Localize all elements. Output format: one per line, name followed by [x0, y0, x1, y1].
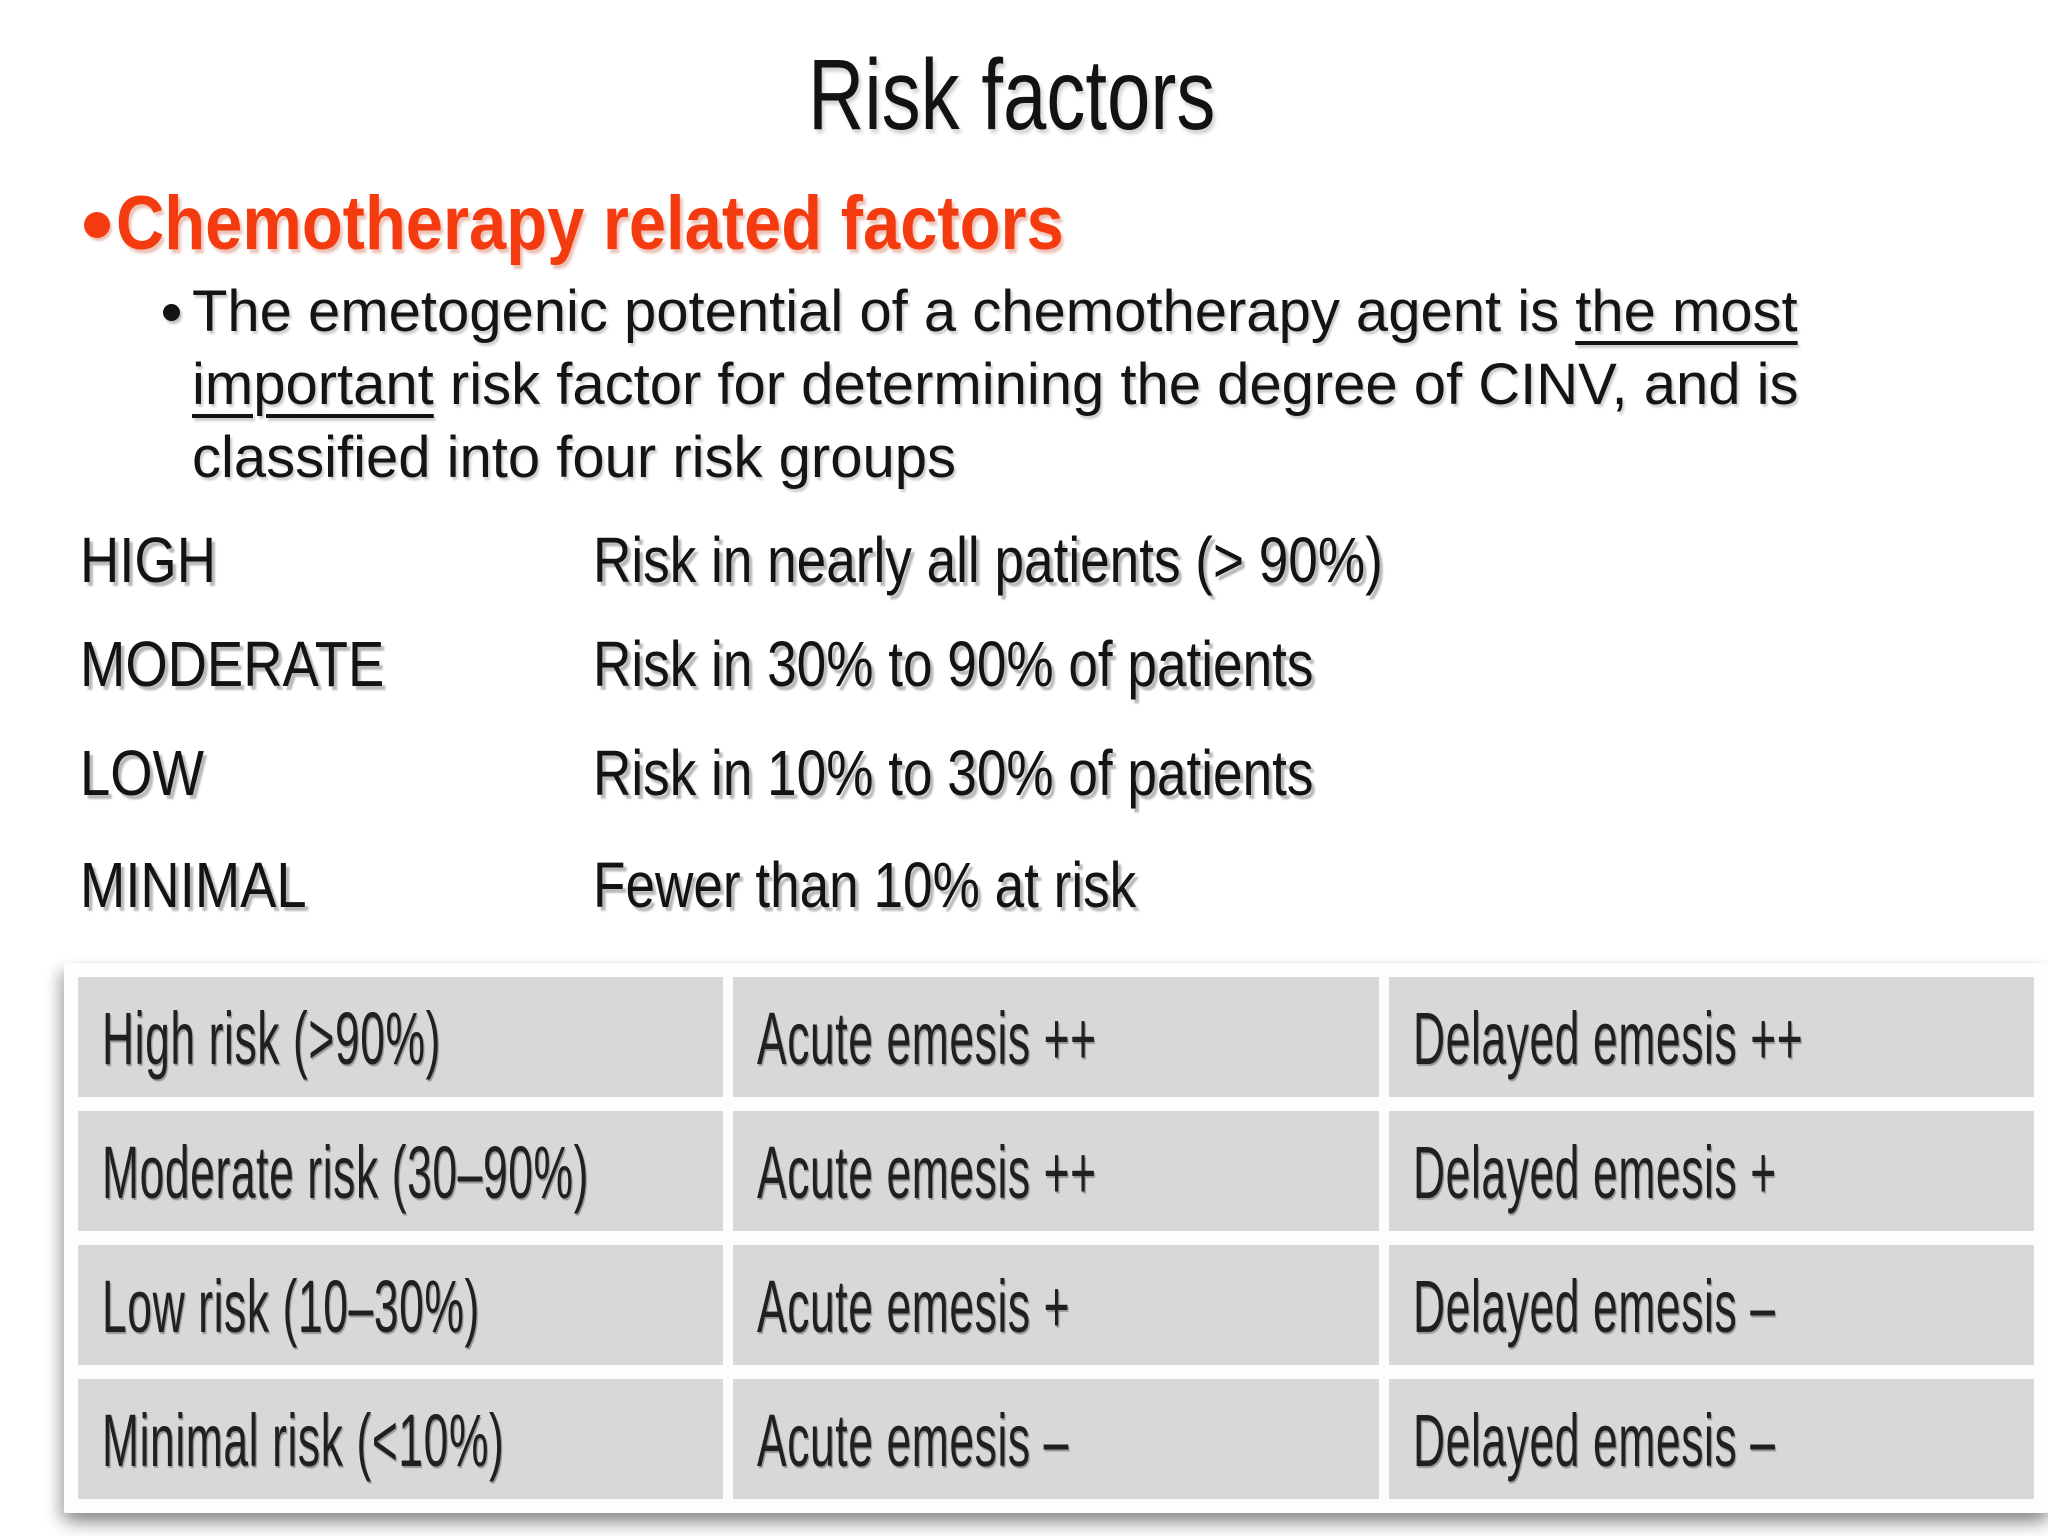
table-cell: Delayed emesis ++ — [1388, 977, 2034, 1097]
body-paragraph: The emetogenic potential of a chemothera… — [192, 275, 2012, 494]
paragraph-text: The emetogenic potential of a chemothera… — [192, 279, 1576, 344]
table-cell-text: High risk (>90%) — [102, 997, 442, 1080]
table-cell-text: Low risk (10–30%) — [102, 1265, 480, 1348]
table-cell: High risk (>90%) — [78, 977, 724, 1097]
table-cell: Acute emesis + — [733, 1245, 1379, 1365]
table-cell-text: Acute emesis ++ — [757, 1131, 1098, 1214]
table-cell-text: Minimal risk (<10%) — [102, 1399, 505, 1482]
table-cell-text: Delayed emesis + — [1412, 1131, 1777, 1214]
underlined-text: important — [192, 352, 434, 417]
table-cell-text: Delayed emesis ++ — [1412, 997, 1803, 1080]
risk-level-description: Risk in nearly all patients (> 90%) — [593, 524, 1383, 596]
paragraph-text: classified into four risk groups — [192, 425, 956, 490]
risk-level-label: MODERATE — [80, 628, 385, 700]
risk-level-row: MODERATE Risk in 30% to 90% of patients — [0, 629, 2048, 699]
risk-level-label: LOW — [80, 737, 204, 809]
table-cell-text: Acute emesis + — [757, 1265, 1071, 1348]
risk-level-row: LOW Risk in 10% to 30% of patients — [0, 738, 2048, 808]
risk-level-row: HIGH Risk in nearly all patients (> 90%) — [0, 525, 2048, 595]
table-cell: Delayed emesis + — [1388, 1111, 2034, 1231]
risk-level-description: Risk in 30% to 90% of patients — [593, 628, 1314, 700]
page-title: Risk factors — [808, 39, 1216, 151]
table-cell: Acute emesis – — [733, 1379, 1379, 1499]
emetogenic-risk-table: High risk (>90%) Acute emesis ++ Delayed… — [64, 963, 2048, 1513]
table-cell: Low risk (10–30%) — [78, 1245, 724, 1365]
paragraph-line-2: important risk factor for determining th… — [192, 348, 2012, 421]
table-cell-text: Moderate risk (30–90%) — [102, 1131, 590, 1214]
risk-level-label: MINIMAL — [80, 849, 307, 921]
table-cell: Delayed emesis – — [1388, 1379, 2034, 1499]
table-cell-text: Acute emesis ++ — [757, 997, 1098, 1080]
bullet-icon — [84, 212, 110, 238]
table-cell-text: Acute emesis – — [757, 1399, 1070, 1482]
underlined-text: the most — [1575, 279, 1798, 344]
paragraph-line-1: The emetogenic potential of a chemothera… — [192, 275, 2012, 348]
table-cell: Acute emesis ++ — [733, 1111, 1379, 1231]
paragraph-line-3: classified into four risk groups — [192, 421, 2012, 494]
sub-bullet-icon — [163, 304, 180, 321]
risk-level-description: Risk in 10% to 30% of patients — [593, 737, 1314, 809]
table-cell-text: Delayed emesis – — [1412, 1265, 1776, 1348]
risk-level-label: HIGH — [80, 524, 216, 596]
table-cell: Delayed emesis – — [1388, 1245, 2034, 1365]
table-cell: Moderate risk (30–90%) — [78, 1111, 724, 1231]
risk-level-row: MINIMAL Fewer than 10% at risk — [0, 850, 2048, 920]
section-heading: Chemotherapy related factors — [116, 181, 1064, 266]
table-cell: Acute emesis ++ — [733, 977, 1379, 1097]
paragraph-text: risk factor for determining the degree o… — [433, 352, 1799, 417]
table-cell: Minimal risk (<10%) — [78, 1379, 724, 1499]
risk-level-description: Fewer than 10% at risk — [593, 849, 1137, 921]
table-cell-text: Delayed emesis – — [1412, 1399, 1776, 1482]
